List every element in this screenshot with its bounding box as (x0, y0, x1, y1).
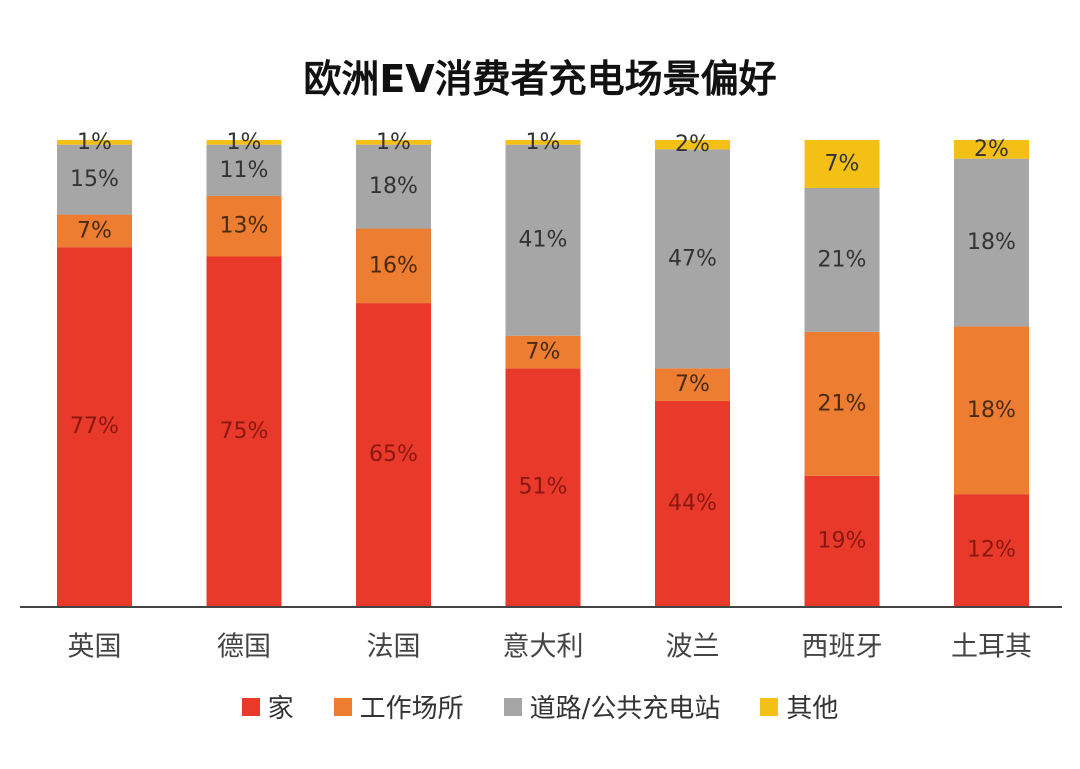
bar-segment-home-2 (356, 303, 431, 606)
chart-title: 欧洲EV消费者充电场景偏好 (303, 57, 777, 101)
bar-segment-public-2 (356, 144, 431, 229)
value-label-home-0: 77% (70, 414, 119, 439)
legend-item-home: 家 (241, 688, 294, 725)
bar-segment-workplace-2 (356, 228, 431, 304)
bar-segment-other-0 (57, 140, 132, 145)
value-label-home-4: 44% (668, 491, 717, 516)
category-label-4: 波兰 (666, 632, 720, 663)
value-label-other-4: 2% (675, 132, 710, 157)
legend-swatch-home (241, 697, 260, 716)
bar-segment-workplace-0 (57, 214, 132, 248)
legend-label-workplace: 工作场所 (359, 694, 464, 724)
value-label-home-3: 51% (519, 475, 568, 500)
value-label-public-6: 18% (967, 230, 1016, 255)
value-label-home-5: 19% (818, 528, 867, 553)
legend-swatch-public (503, 697, 522, 716)
value-label-other-3: 1% (526, 130, 561, 155)
bar-segment-workplace-6 (954, 326, 1029, 495)
value-label-workplace-5: 21% (818, 391, 867, 416)
bar-segment-public-0 (57, 144, 132, 215)
bar-segment-home-0 (57, 247, 132, 606)
bar-segment-workplace-4 (655, 368, 730, 401)
bar-segment-other-5 (804, 140, 880, 188)
value-label-workplace-0: 7% (77, 218, 112, 243)
value-label-public-0: 15% (70, 167, 119, 192)
bar-segment-workplace-1 (206, 195, 282, 257)
value-label-home-1: 75% (220, 419, 269, 444)
bars-group (57, 140, 1029, 606)
value-label-other-0: 1% (77, 130, 112, 155)
value-label-workplace-6: 18% (967, 398, 1016, 423)
value-label-other-6: 2% (974, 137, 1009, 162)
value-label-public-5: 21% (818, 247, 867, 272)
legend-item-workplace: 工作场所 (333, 688, 464, 725)
legend: 家 工作场所 道路/公共充电站 其他 (0, 688, 1080, 725)
value-label-public-1: 11% (220, 158, 269, 183)
bar-segment-public-3 (505, 144, 581, 336)
legend-item-public: 道路/公共充电站 (503, 688, 721, 725)
value-label-other-1: 1% (227, 130, 262, 155)
bar-segment-other-4 (655, 140, 730, 150)
bar-segment-other-2 (356, 140, 431, 145)
category-label-3: 意大利 (503, 632, 584, 663)
value-label-workplace-1: 13% (220, 214, 269, 239)
category-labels-group: 英国 德国 法国 意大利 波兰 西班牙 土耳其 (68, 632, 1033, 663)
value-label-other-5: 7% (825, 151, 860, 176)
bar-segment-public-6 (954, 158, 1029, 327)
value-label-public-3: 41% (519, 228, 568, 253)
bar-segment-workplace-3 (505, 335, 581, 369)
value-label-home-2: 65% (369, 442, 418, 467)
value-label-workplace-3: 7% (526, 340, 561, 365)
legend-swatch-other (760, 697, 779, 716)
value-label-public-2: 18% (369, 174, 418, 199)
legend-label-public: 道路/公共充电站 (529, 694, 721, 724)
category-label-0: 英国 (68, 632, 122, 663)
legend-item-other: 其他 (760, 688, 838, 725)
bar-segment-home-1 (206, 256, 282, 606)
legend-label-home: 家 (267, 694, 294, 724)
bar-segment-home-4 (655, 400, 730, 606)
value-label-workplace-2: 16% (369, 253, 418, 278)
value-labels-group: 77% 7% 15% 1% 75% 13% 11% 1% 65% 16% 18% 1% 51% 7% 41%… (70, 130, 1016, 563)
bar-segment-public-4 (655, 149, 730, 369)
bar-segment-workplace-5 (804, 331, 880, 476)
value-label-public-4: 47% (668, 246, 717, 271)
value-label-workplace-4: 7% (675, 372, 710, 397)
category-label-1: 德国 (217, 632, 271, 663)
bar-segment-home-6 (954, 494, 1029, 606)
bar-segment-home-3 (505, 368, 581, 606)
bar-segment-other-3 (505, 140, 581, 145)
category-label-5: 西班牙 (802, 632, 883, 663)
category-label-2: 法国 (367, 632, 421, 663)
bar-segment-other-6 (954, 140, 1029, 159)
legend-swatch-workplace (333, 697, 352, 716)
bar-segment-other-1 (206, 140, 282, 145)
bar-segment-home-5 (804, 475, 880, 606)
value-label-home-6: 12% (967, 538, 1016, 563)
value-label-other-2: 1% (376, 130, 411, 155)
category-label-6: 土耳其 (951, 632, 1032, 663)
legend-label-other: 其他 (786, 694, 839, 724)
bar-segment-public-5 (804, 187, 880, 332)
bar-segment-public-1 (206, 144, 282, 196)
